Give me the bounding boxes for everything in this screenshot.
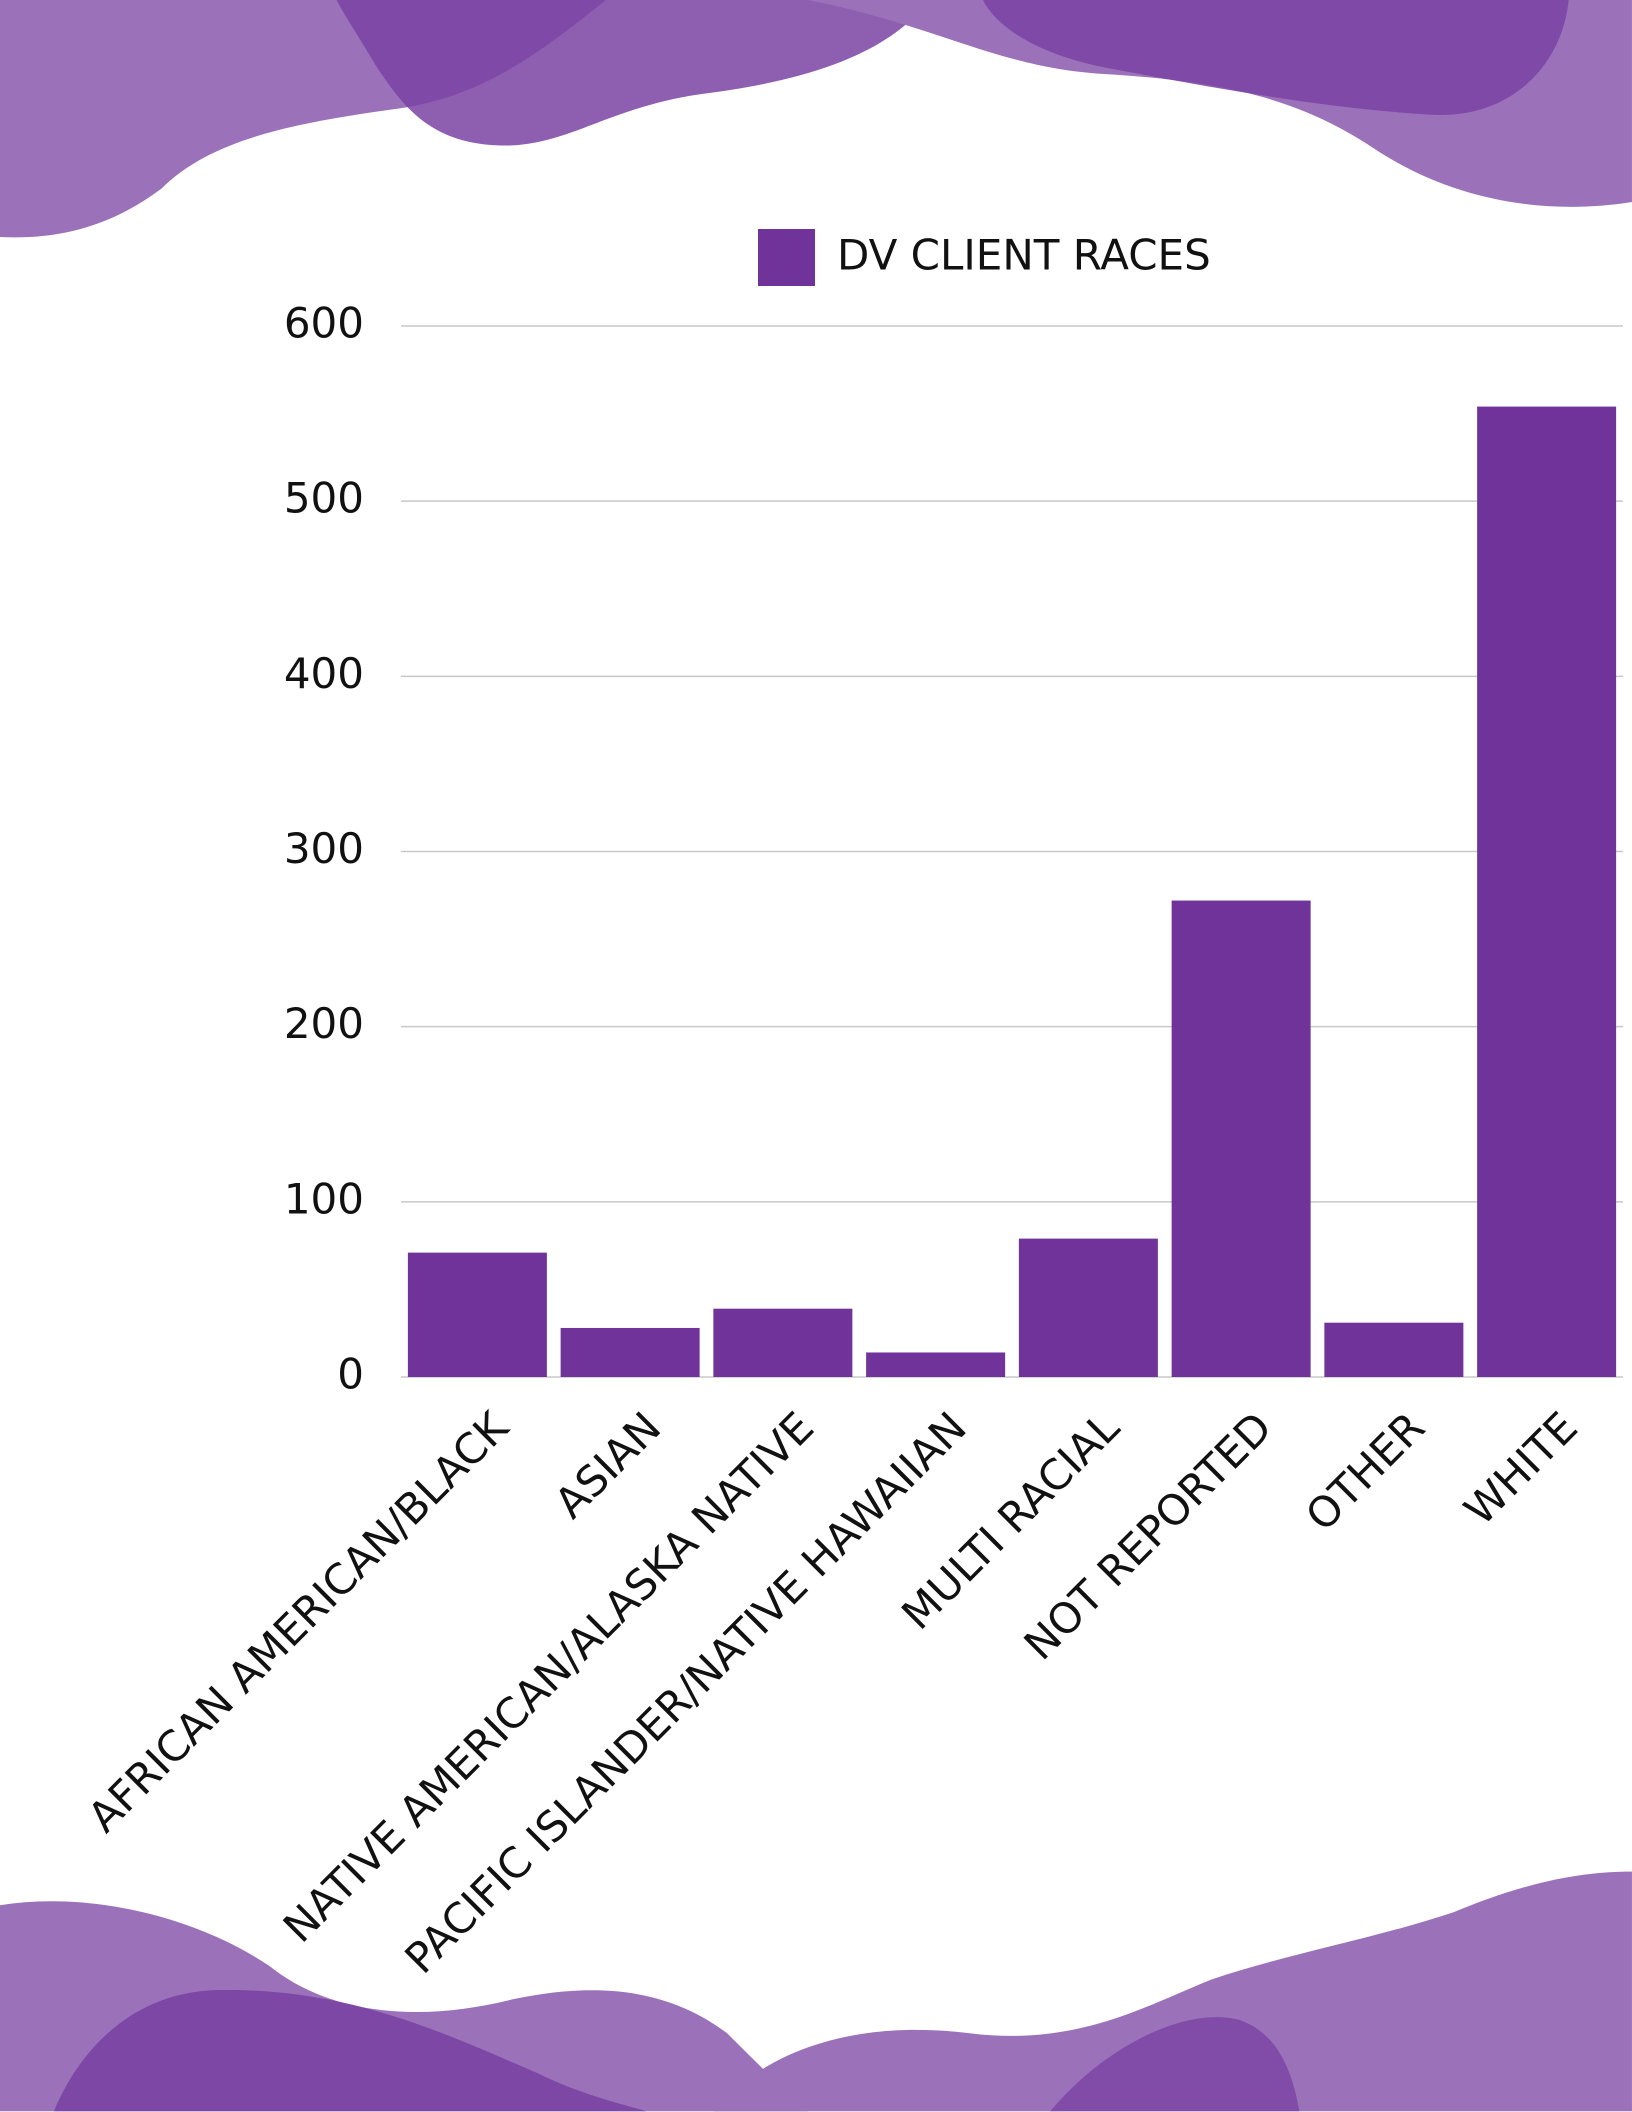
- bar: [560, 1327, 700, 1377]
- y-tick-label: 100: [284, 1174, 364, 1223]
- bar: [1018, 1238, 1158, 1377]
- bar: [1324, 1322, 1464, 1377]
- y-tick-label: 200: [284, 999, 364, 1048]
- bar: [407, 1252, 547, 1377]
- y-tick-label: 300: [284, 824, 364, 873]
- legend-swatch: [758, 229, 815, 286]
- y-tick-label: 0: [337, 1350, 364, 1399]
- y-tick-label: 500: [284, 474, 364, 523]
- bar: [1477, 406, 1617, 1377]
- bar: [866, 1352, 1006, 1377]
- x-tick-label: PACIFIC ISLANDER/NATIVE HAWAIIAN: [395, 1403, 975, 1983]
- legend-label: DV CLIENT RACES: [837, 231, 1211, 280]
- y-tick-label: 600: [284, 299, 364, 348]
- x-tick-label: ASIAN: [545, 1403, 670, 1528]
- x-tick-label: OTHER: [1296, 1403, 1434, 1541]
- x-tick-label: WHITE: [1455, 1403, 1587, 1535]
- bar: [1171, 900, 1311, 1377]
- x-tick-label: NATIVE AMERICAN/ALASKA NATIVE: [274, 1403, 823, 1952]
- bar: [713, 1308, 853, 1377]
- y-tick-label: 400: [284, 649, 364, 698]
